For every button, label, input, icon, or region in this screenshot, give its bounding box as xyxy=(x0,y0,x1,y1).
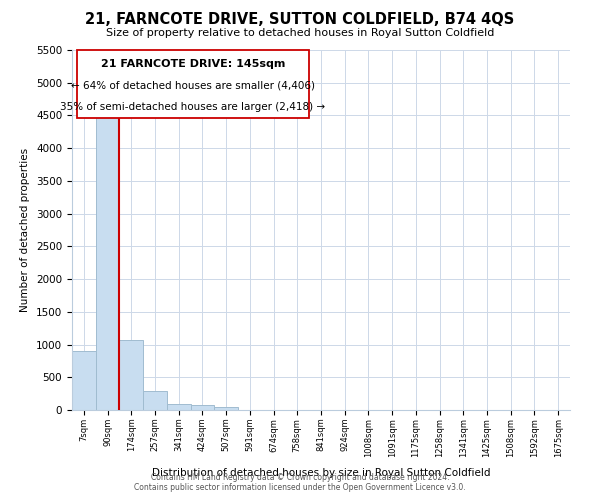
Text: 21 FARNCOTE DRIVE: 145sqm: 21 FARNCOTE DRIVE: 145sqm xyxy=(101,59,285,69)
Bar xyxy=(214,406,238,410)
Text: Distribution of detached houses by size in Royal Sutton Coldfield: Distribution of detached houses by size … xyxy=(152,468,490,477)
Text: 35% of semi-detached houses are larger (2,418) →: 35% of semi-detached houses are larger (… xyxy=(60,102,325,112)
FancyBboxPatch shape xyxy=(77,50,308,118)
Y-axis label: Number of detached properties: Number of detached properties xyxy=(20,148,31,312)
Bar xyxy=(119,340,143,410)
Bar xyxy=(72,351,96,410)
Bar xyxy=(167,404,191,410)
Bar xyxy=(143,390,167,410)
Text: 21, FARNCOTE DRIVE, SUTTON COLDFIELD, B74 4QS: 21, FARNCOTE DRIVE, SUTTON COLDFIELD, B7… xyxy=(85,12,515,28)
Text: Contains HM Land Registry data © Crown copyright and database right 2024.
Contai: Contains HM Land Registry data © Crown c… xyxy=(134,473,466,492)
Text: ← 64% of detached houses are smaller (4,406): ← 64% of detached houses are smaller (4,… xyxy=(71,80,315,90)
Text: Size of property relative to detached houses in Royal Sutton Coldfield: Size of property relative to detached ho… xyxy=(106,28,494,38)
Bar xyxy=(96,112,119,410)
Bar xyxy=(191,406,214,410)
